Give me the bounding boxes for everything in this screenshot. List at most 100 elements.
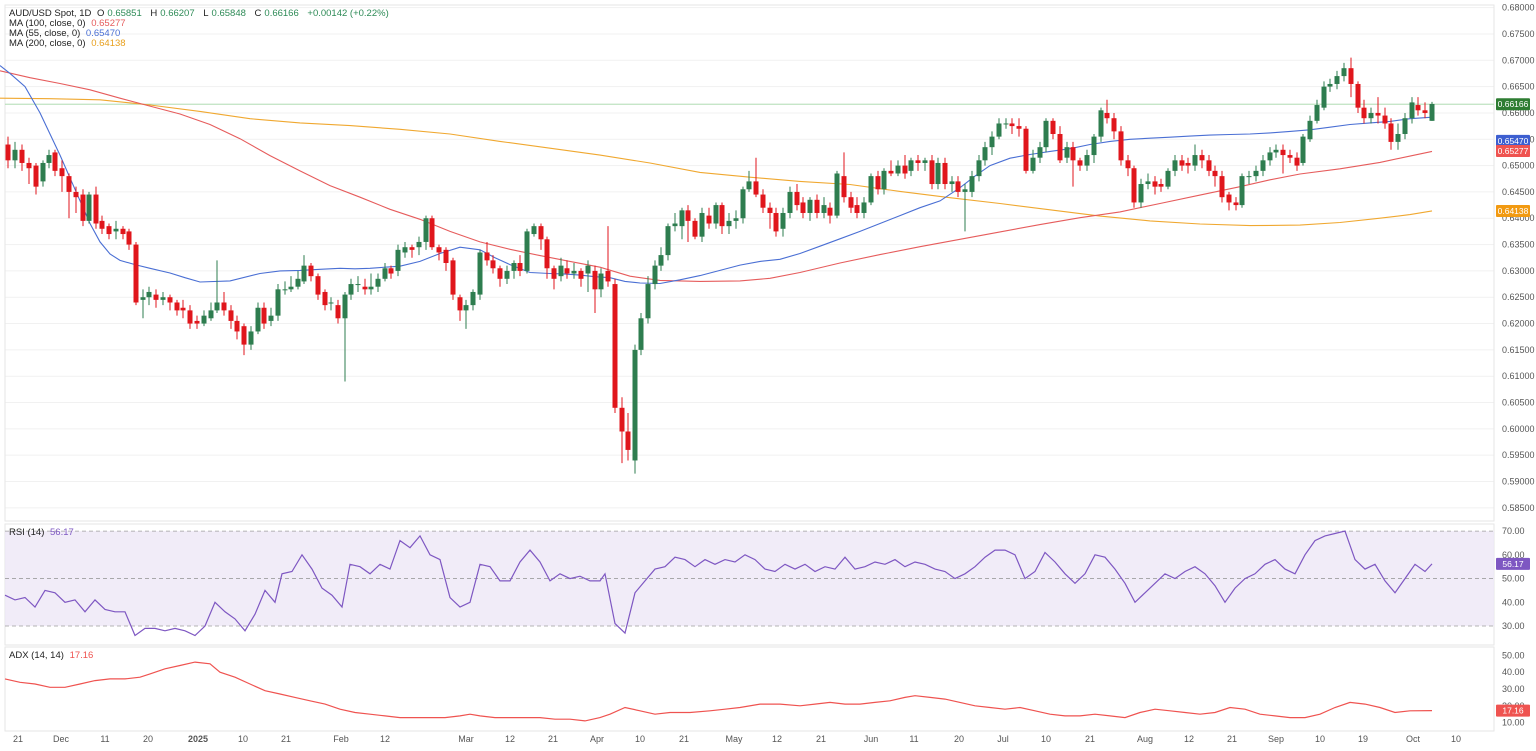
candle-body	[382, 268, 388, 279]
ma200-label: MA (200, close, 0)	[9, 38, 86, 49]
ma55-path	[0, 65, 1433, 285]
x-tick-label: 21	[679, 734, 689, 744]
x-tick-label: Feb	[333, 734, 349, 744]
candle-body	[740, 189, 746, 219]
candle-body	[821, 205, 827, 213]
x-tick-label: May	[725, 734, 743, 744]
candle-body	[342, 294, 348, 319]
candle-body	[477, 252, 483, 295]
candle-body	[295, 278, 301, 287]
candle-body	[450, 260, 456, 295]
candle-body	[1172, 160, 1178, 171]
candle-body	[895, 165, 901, 174]
candle-body	[1361, 107, 1367, 119]
candle-body	[187, 310, 193, 324]
candle-body	[1212, 170, 1218, 177]
candle-body	[658, 255, 664, 266]
candle-body	[1273, 149, 1279, 153]
candle-body	[1294, 157, 1300, 166]
candle-body	[1368, 112, 1374, 119]
open-value: O 0.65851	[97, 8, 145, 19]
candle-body	[457, 297, 463, 311]
candle-body	[1415, 105, 1421, 111]
candle-body	[881, 170, 887, 190]
rsi-tick-label: 50.00	[1502, 574, 1525, 584]
candle-body	[1016, 126, 1022, 129]
x-tick-label: 2025	[188, 734, 208, 744]
rsi-line	[4, 530, 1433, 637]
candle-body	[1125, 160, 1131, 169]
candle-body	[1327, 83, 1333, 87]
x-tick-label: 10	[635, 734, 645, 744]
candle-body	[1287, 155, 1293, 158]
candle-body	[490, 260, 496, 269]
candle-body	[355, 284, 361, 286]
candle-body	[571, 270, 577, 274]
grid-lines	[4, 4, 1495, 732]
candle-body	[5, 144, 11, 161]
candle-body	[929, 160, 935, 185]
high-value: H 0.66207	[150, 8, 197, 19]
candle-body	[40, 162, 46, 182]
x-tick-label: Dec	[53, 734, 70, 744]
high-number: 0.66207	[160, 8, 195, 19]
candle-body	[33, 165, 39, 187]
candle-body	[208, 310, 214, 319]
candle-body	[1314, 105, 1320, 121]
candle-body	[1152, 181, 1158, 187]
candle-body	[922, 160, 928, 163]
candle-body	[153, 294, 159, 300]
rsi-value: 56.17	[50, 527, 74, 538]
candle-body	[619, 407, 625, 432]
candle-body	[241, 326, 247, 345]
candle-body	[949, 181, 955, 185]
candle-body	[146, 291, 152, 298]
candle-body	[180, 307, 186, 311]
x-tick-label: Jun	[864, 734, 879, 744]
candle-body	[1334, 76, 1340, 84]
candle-body	[692, 220, 698, 237]
candle-body	[841, 176, 847, 198]
candle-body	[531, 226, 537, 235]
x-tick-label: 10	[1315, 734, 1325, 744]
ma200-legend: MA (200, close, 0) 0.64138	[9, 38, 129, 49]
candle-body	[538, 226, 544, 240]
candle-body	[1395, 134, 1401, 142]
adx-tick-label: 10.00	[1502, 718, 1525, 728]
candle-body	[497, 268, 503, 279]
x-tick-label: Mar	[458, 734, 474, 744]
candle-body	[1348, 68, 1354, 84]
close-label: C	[254, 8, 262, 19]
symbol-label: AUD/USD Spot, 1D	[9, 8, 92, 19]
candle-body	[598, 273, 604, 290]
candle-body	[322, 291, 328, 306]
x-tick-label: 21	[1227, 734, 1237, 744]
candle-body	[315, 276, 321, 295]
ma200-line	[0, 97, 1433, 227]
candle-body	[875, 176, 881, 190]
candle-body	[504, 270, 510, 279]
candle-body	[348, 284, 354, 295]
candle-body	[1003, 123, 1009, 125]
price-tick-label: 0.65000	[1502, 161, 1535, 171]
price-tick-label: 0.59000	[1502, 477, 1535, 487]
candle-body	[1409, 102, 1415, 119]
ma100-path	[0, 70, 1433, 282]
rsi-tick-label: 60.00	[1502, 550, 1525, 560]
candle-body	[585, 265, 591, 274]
x-tick-label: Sep	[1268, 734, 1284, 744]
rsi-tick-label: 30.00	[1502, 621, 1525, 631]
adx-value: 17.16	[69, 650, 94, 661]
x-tick-label: Oct	[1406, 734, 1421, 744]
candle-body	[99, 220, 105, 229]
ma100-badge-bg	[1496, 145, 1530, 158]
price-tick-label: 0.60500	[1502, 398, 1535, 408]
candle-body	[592, 270, 598, 290]
candle-body	[1375, 112, 1381, 116]
ma55-label: MA (55, close, 0)	[9, 28, 81, 39]
candle-body	[794, 191, 800, 206]
x-tick-label: 20	[954, 734, 964, 744]
candle-body	[1118, 131, 1124, 161]
candle-body	[282, 289, 288, 291]
